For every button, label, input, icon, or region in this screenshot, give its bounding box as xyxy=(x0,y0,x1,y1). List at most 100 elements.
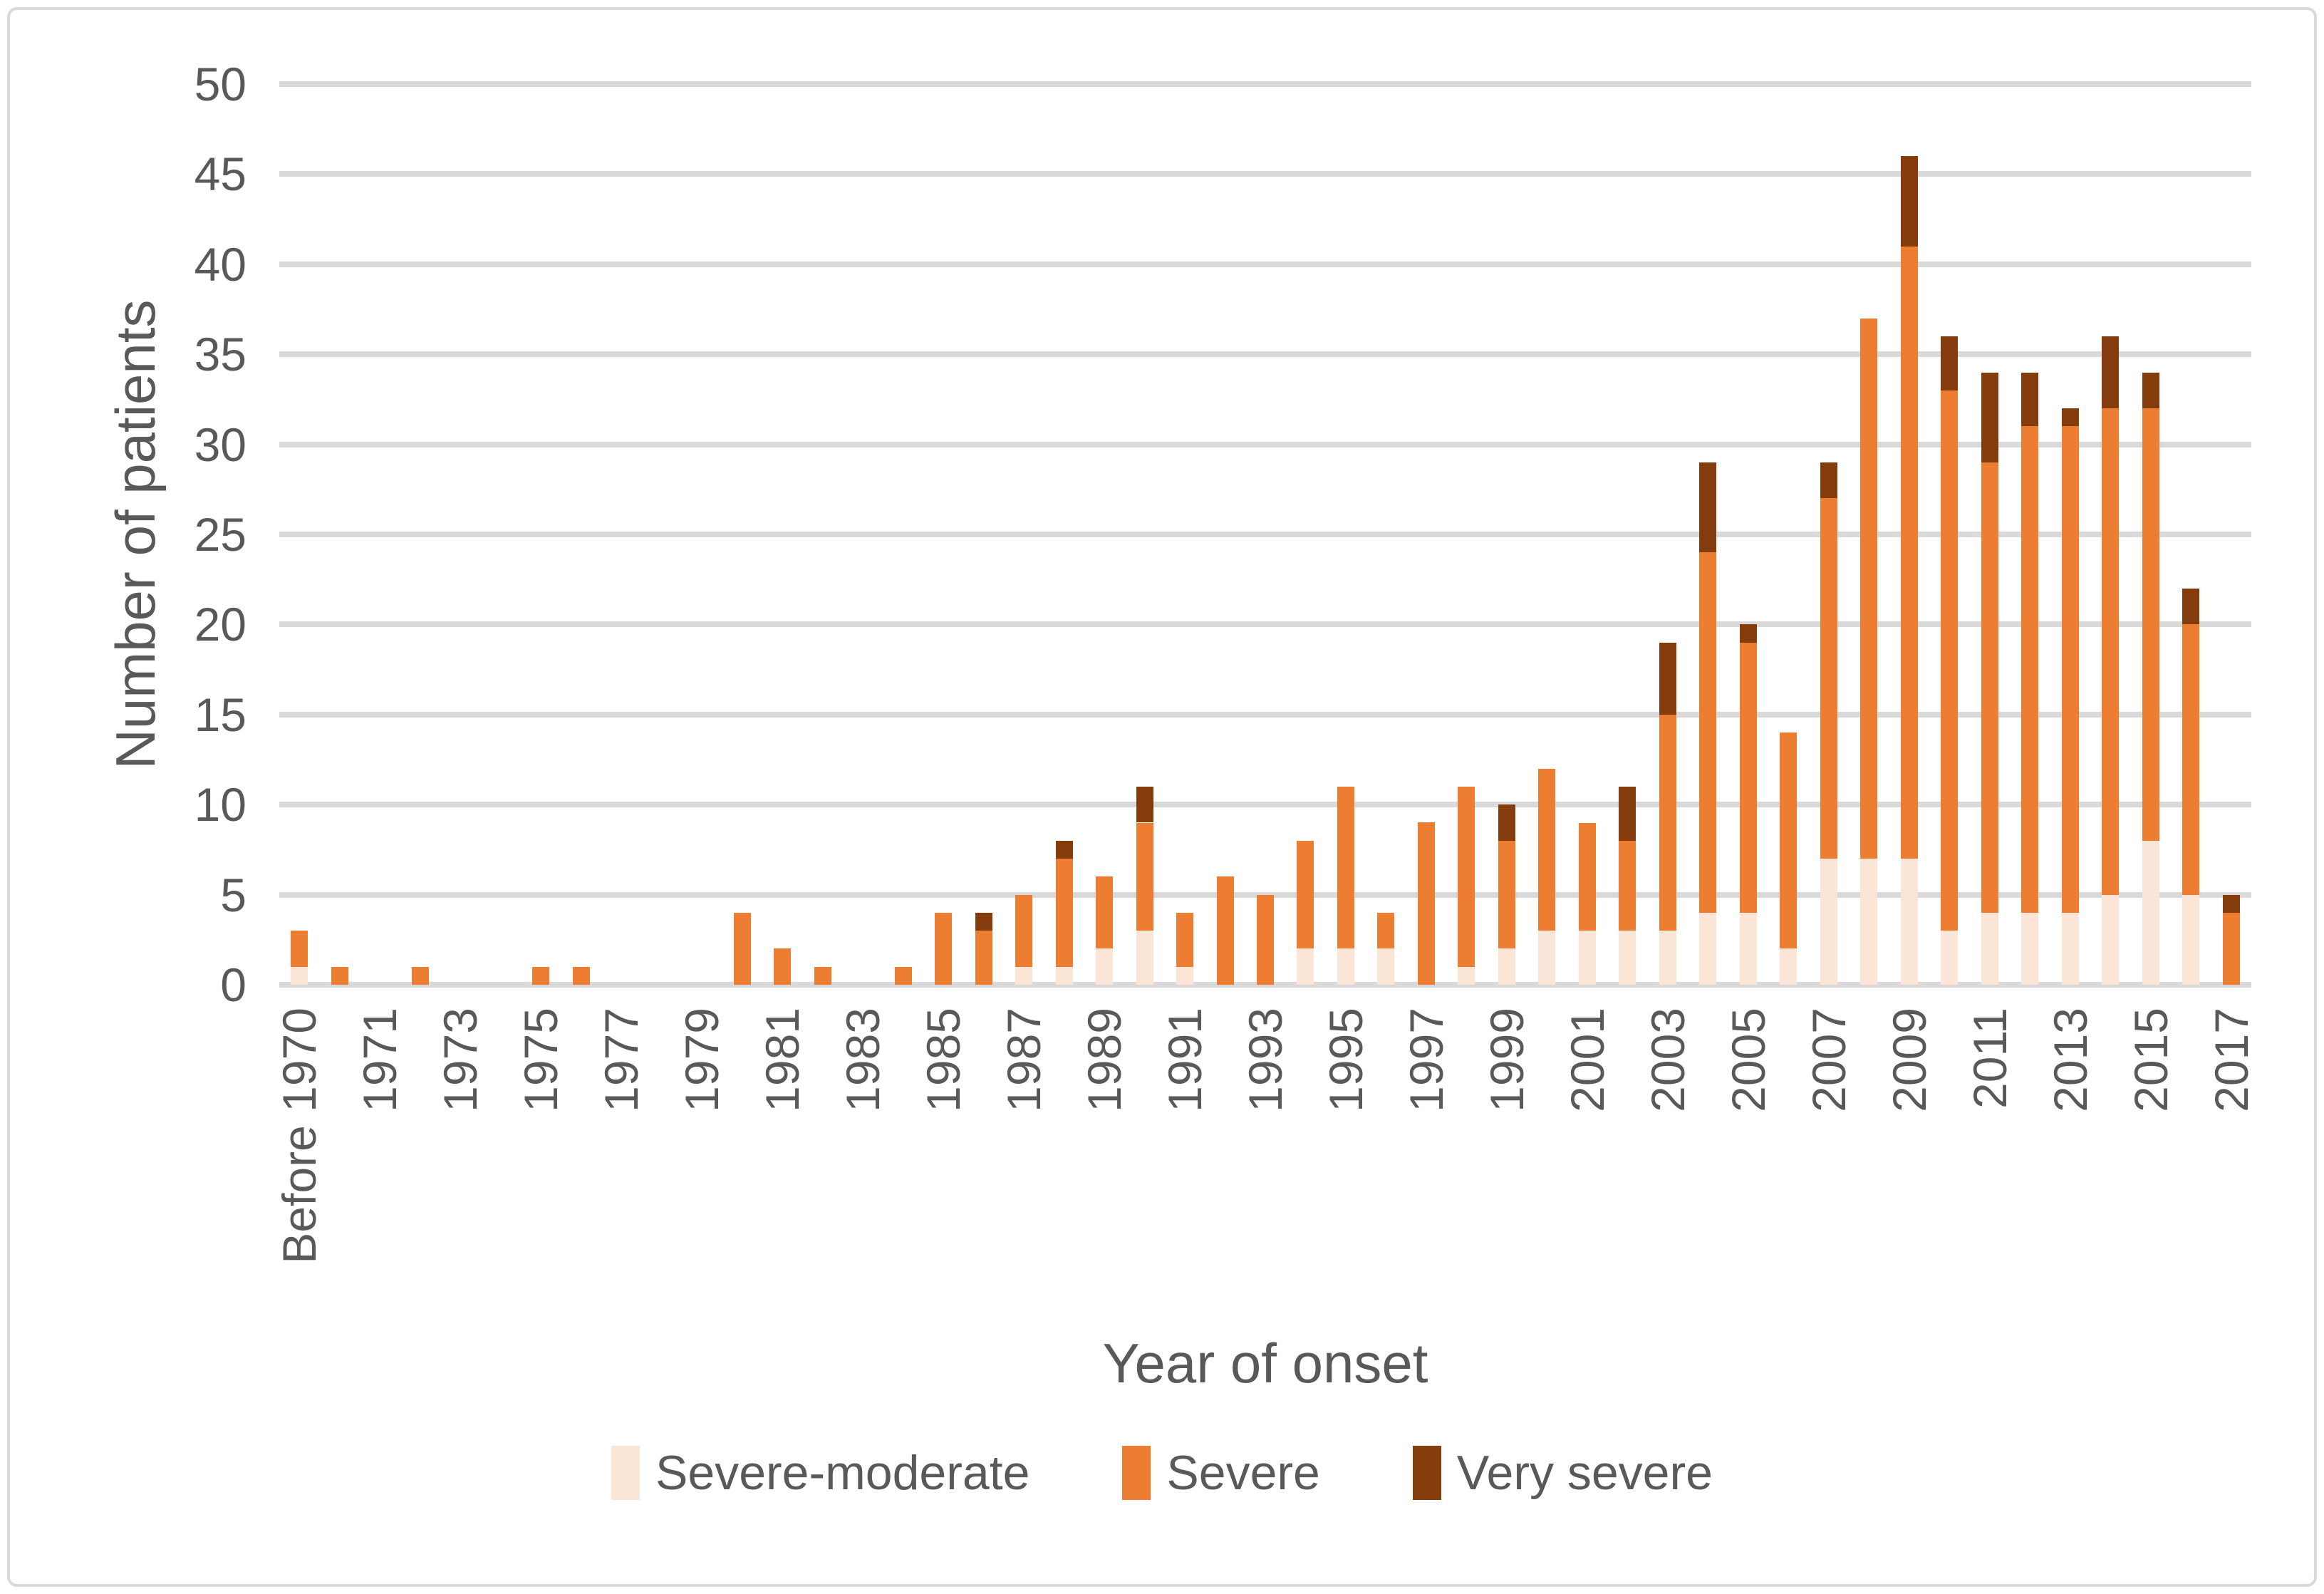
y-tick-label-40: 40 xyxy=(194,237,247,291)
bar-2004-severe-moderate xyxy=(1699,912,1717,985)
bar-2003-severe-moderate xyxy=(1659,931,1676,985)
gridline-45 xyxy=(279,171,2251,177)
y-tick-label-10: 10 xyxy=(194,778,247,832)
x-tick-label-1971: 1971 xyxy=(353,1008,407,1112)
x-tick-label-1995: 1995 xyxy=(1319,1008,1372,1112)
bar-1999-very-severe xyxy=(1498,804,1515,841)
legend-swatch-severe-moderate xyxy=(611,1446,640,1500)
y-tick-label-50: 50 xyxy=(194,58,247,110)
bar-2007-severe-moderate xyxy=(1820,859,1837,985)
bar-2007-severe xyxy=(1820,498,1837,859)
bar-2015-very-severe xyxy=(2142,372,2159,409)
bar-1987-severe xyxy=(1015,894,1033,967)
chart-border xyxy=(7,7,2317,1587)
x-tick-label-1983: 1983 xyxy=(836,1008,890,1112)
bar-2004-very-severe xyxy=(1699,462,1717,553)
bar-before-1970-severe xyxy=(291,931,308,967)
bar-2017-very-severe xyxy=(2222,894,2240,913)
bar-2016-severe-moderate xyxy=(2182,894,2200,985)
bar-2002-very-severe xyxy=(1619,786,1636,841)
y-tick-label-0: 0 xyxy=(220,958,247,1011)
x-tick-label-1973: 1973 xyxy=(434,1008,487,1112)
bar-2014-severe-moderate xyxy=(2102,894,2120,985)
bar-2006-severe-moderate xyxy=(1780,948,1798,985)
bar-1990-severe xyxy=(1136,822,1153,931)
bar-1991-severe xyxy=(1176,912,1194,967)
x-tick-label-1993: 1993 xyxy=(1239,1008,1292,1112)
x-tick-label-2001: 2001 xyxy=(1560,1008,1614,1112)
gridline-30 xyxy=(279,441,2251,447)
bar-1999-severe xyxy=(1498,840,1515,949)
bar-1991-severe-moderate xyxy=(1176,966,1194,985)
x-tick-label-1975: 1975 xyxy=(514,1008,568,1112)
gridline-40 xyxy=(279,261,2251,267)
legend-swatch-very-severe xyxy=(1412,1446,1441,1500)
bar-2012-severe xyxy=(2021,426,2039,913)
bar-2016-very-severe xyxy=(2182,588,2200,625)
legend-label: Very severe xyxy=(1456,1446,1713,1500)
x-tick-label-1981: 1981 xyxy=(756,1008,809,1112)
legend-label: Severe-moderate xyxy=(655,1446,1030,1500)
bar-2009-severe-moderate xyxy=(1900,859,1918,985)
x-tick-label-2007: 2007 xyxy=(1802,1008,1855,1112)
legend-item-severe: Severe xyxy=(1122,1445,1320,1501)
bar-1989-severe-moderate xyxy=(1096,948,1114,985)
bar-2014-severe xyxy=(2102,408,2120,895)
y-tick-label-25: 25 xyxy=(194,508,247,561)
bar-2002-severe-moderate xyxy=(1619,931,1636,985)
bar-1990-severe-moderate xyxy=(1136,931,1153,985)
bar-2011-severe-moderate xyxy=(1981,912,1998,985)
gridline-5 xyxy=(279,891,2251,898)
x-tick-label-2017: 2017 xyxy=(2204,1008,2258,1112)
bar-2013-severe xyxy=(2061,426,2079,913)
bar-1988-severe xyxy=(1055,859,1073,967)
bar-1996-severe xyxy=(1377,912,1395,949)
bar-1987-severe-moderate xyxy=(1015,966,1033,985)
bar-2010-very-severe xyxy=(1941,336,1959,390)
bar-1993-severe xyxy=(1257,894,1274,985)
bar-2005-severe-moderate xyxy=(1739,912,1757,985)
bar-1994-severe-moderate xyxy=(1297,948,1314,985)
bar-2001-severe-moderate xyxy=(1578,931,1596,985)
x-tick-label-2009: 2009 xyxy=(1882,1008,1936,1112)
bar-2000-severe-moderate xyxy=(1538,931,1556,985)
x-tick-label-1991: 1991 xyxy=(1158,1008,1212,1112)
x-tick-label-2015: 2015 xyxy=(2124,1008,2177,1112)
bar-1999-severe-moderate xyxy=(1498,948,1515,985)
bar-2001-severe xyxy=(1578,822,1596,931)
bar-1981-severe xyxy=(774,948,792,985)
bar-1990-very-severe xyxy=(1136,786,1153,823)
bar-2000-severe xyxy=(1538,768,1556,931)
bar-1998-severe-moderate xyxy=(1458,966,1475,985)
bar-2009-very-severe xyxy=(1900,156,1918,247)
x-tick-label-2013: 2013 xyxy=(2043,1008,2097,1112)
x-tick-label-2011: 2011 xyxy=(1963,1008,2016,1109)
bar-2010-severe xyxy=(1941,390,1959,931)
bar-1984-severe xyxy=(894,966,912,985)
gridline-35 xyxy=(279,351,2251,358)
x-axis-title: Year of onset xyxy=(1102,1332,1428,1394)
bar-2015-severe-moderate xyxy=(2142,840,2159,985)
x-tick-label-before-1970: Before 1970 xyxy=(273,1008,326,1264)
bar-2005-severe xyxy=(1739,642,1757,913)
bar-2011-very-severe xyxy=(1981,372,1998,462)
bar-2007-very-severe xyxy=(1820,462,1837,499)
bar-2013-severe-moderate xyxy=(2061,912,2079,985)
x-tick-label-1999: 1999 xyxy=(1480,1008,1533,1112)
bar-1998-severe xyxy=(1458,786,1475,967)
x-tick-label-1985: 1985 xyxy=(917,1008,970,1112)
bar-2015-severe xyxy=(2142,408,2159,841)
bar-1995-severe-moderate xyxy=(1337,948,1354,985)
gridline-50 xyxy=(279,81,2251,87)
x-tick-label-2003: 2003 xyxy=(1641,1008,1694,1112)
x-tick-label-1977: 1977 xyxy=(595,1008,648,1112)
bar-2011-severe xyxy=(1981,462,1998,913)
y-tick-label-35: 35 xyxy=(194,328,247,381)
bar-1986-severe xyxy=(975,931,992,985)
bar-1992-severe xyxy=(1216,876,1234,985)
bar-2003-severe xyxy=(1659,714,1676,931)
bar-1985-severe xyxy=(935,912,953,985)
bar-2014-very-severe xyxy=(2102,336,2120,409)
bar-before-1970-severe-moderate xyxy=(291,966,308,985)
